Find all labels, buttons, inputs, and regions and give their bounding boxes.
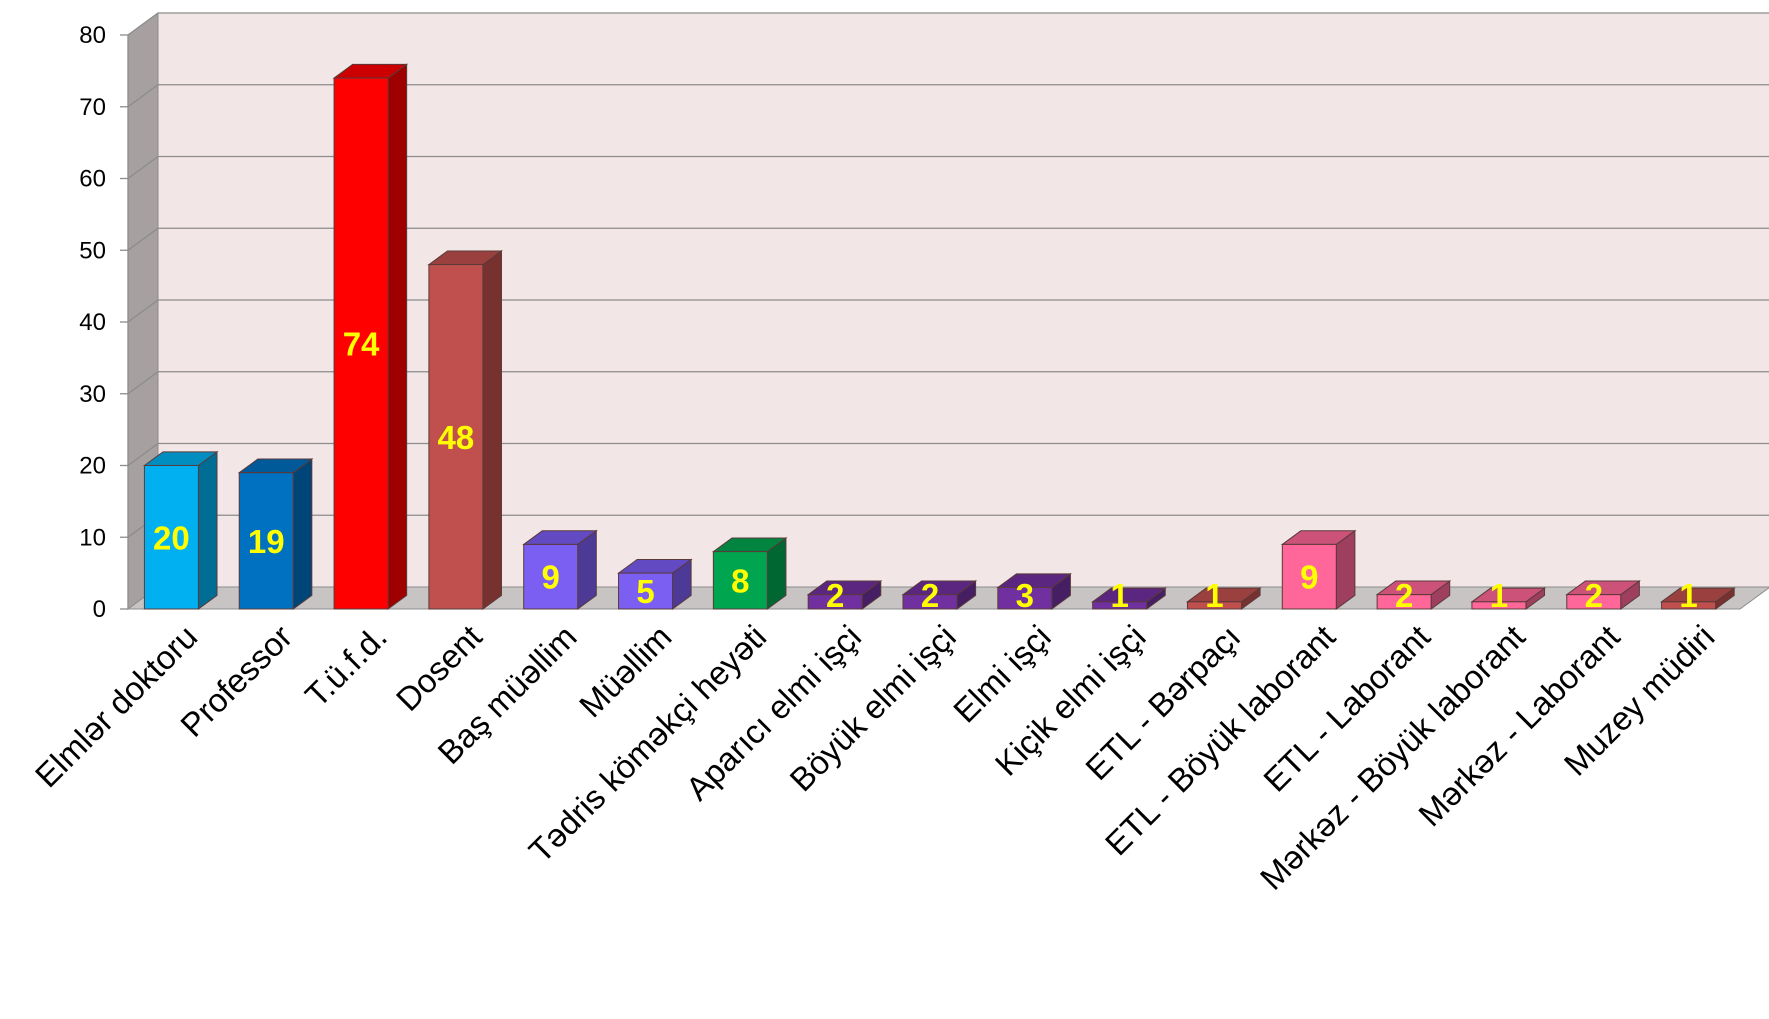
- bar-front: [238, 472, 294, 610]
- bar-front: [1281, 543, 1337, 610]
- bar: [901, 580, 978, 610]
- y-tick-label: 0: [93, 596, 106, 623]
- bar-side: [197, 450, 218, 610]
- bar-front: [902, 594, 958, 610]
- bar: [617, 558, 693, 610]
- bar: [427, 249, 504, 610]
- data-label: 20: [153, 519, 190, 556]
- data-label: 9: [1300, 559, 1318, 596]
- data-label: 2: [1585, 577, 1603, 614]
- bar: [1280, 529, 1357, 610]
- bar-side: [482, 249, 502, 610]
- bar: [1185, 587, 1262, 610]
- bar: [711, 536, 788, 610]
- gridline: [127, 84, 1769, 108]
- data-label: 74: [343, 326, 380, 363]
- data-label: 1: [1490, 577, 1508, 614]
- bar: [142, 450, 219, 610]
- data-label: 1: [1110, 577, 1128, 614]
- gridline: [127, 155, 1769, 180]
- y-tick-label: 80: [79, 22, 106, 49]
- data-label: 1: [1679, 577, 1697, 614]
- bar-front: [1566, 594, 1622, 610]
- bars: [142, 63, 1736, 610]
- bar: [996, 572, 1072, 610]
- bar-front: [712, 551, 768, 610]
- bar: [237, 458, 314, 610]
- gridline: [127, 442, 1769, 467]
- data-label: 19: [248, 523, 285, 560]
- bar: [1375, 580, 1452, 610]
- data-label: 2: [921, 577, 939, 614]
- y-tick-label: 40: [79, 309, 106, 336]
- x-tick-label: ETL - Laborant: [1256, 618, 1437, 799]
- x-tick-label: T.ü.f.d.: [298, 618, 394, 714]
- bar: [1565, 580, 1641, 610]
- data-label: 3: [1016, 577, 1034, 614]
- gridline: [127, 299, 1769, 323]
- y-tick-label: 10: [79, 524, 106, 551]
- x-axis: Elmlər doktoruProfessorT.ü.f.d.DosentBaş…: [28, 618, 1722, 897]
- bar-front: [1376, 594, 1432, 610]
- data-label: 2: [826, 577, 844, 614]
- y-tick-label: 20: [79, 453, 106, 480]
- gridline: [127, 12, 1769, 36]
- bar-front: [807, 594, 863, 610]
- data-label: 8: [731, 562, 749, 599]
- data-label: 48: [438, 419, 475, 456]
- x-tick-label: Aparıcı elmi işçi: [679, 618, 869, 808]
- bar: [1091, 587, 1167, 610]
- data-label: 1: [1205, 577, 1223, 614]
- bar-front: [1186, 601, 1242, 610]
- y-tick-label: 30: [79, 381, 106, 408]
- gridline: [127, 227, 1769, 251]
- y-tick-label: 50: [79, 237, 106, 264]
- data-label: 9: [542, 559, 560, 596]
- x-tick-label: Böyük elmi işçi: [782, 618, 962, 798]
- bar: [332, 63, 409, 610]
- bar-front: [523, 543, 579, 610]
- bar-front: [428, 264, 484, 610]
- bar: [522, 529, 598, 610]
- bar-front: [618, 572, 674, 610]
- gridlines: [127, 12, 1769, 538]
- bar-front: [1661, 601, 1717, 610]
- x-tick-label: Elmlər doktoru: [28, 618, 205, 795]
- y-tick-label: 70: [79, 94, 106, 121]
- bar-front: [1471, 601, 1527, 610]
- gridline: [127, 371, 1769, 395]
- bar-front: [997, 586, 1053, 610]
- data-label: 2: [1395, 577, 1413, 614]
- bar-front: [333, 77, 389, 610]
- bar: [1660, 587, 1736, 610]
- bar-front: [143, 465, 199, 610]
- y-tick-label: 60: [79, 166, 106, 193]
- data-label: 5: [636, 573, 654, 610]
- y-axis: 0 10 20 30 40 50 60 70 80: [79, 22, 129, 623]
- bar: [806, 580, 883, 610]
- bar-side: [387, 63, 408, 610]
- bar-front: [1092, 601, 1148, 610]
- bar: [1470, 587, 1547, 610]
- bar-side: [292, 458, 313, 610]
